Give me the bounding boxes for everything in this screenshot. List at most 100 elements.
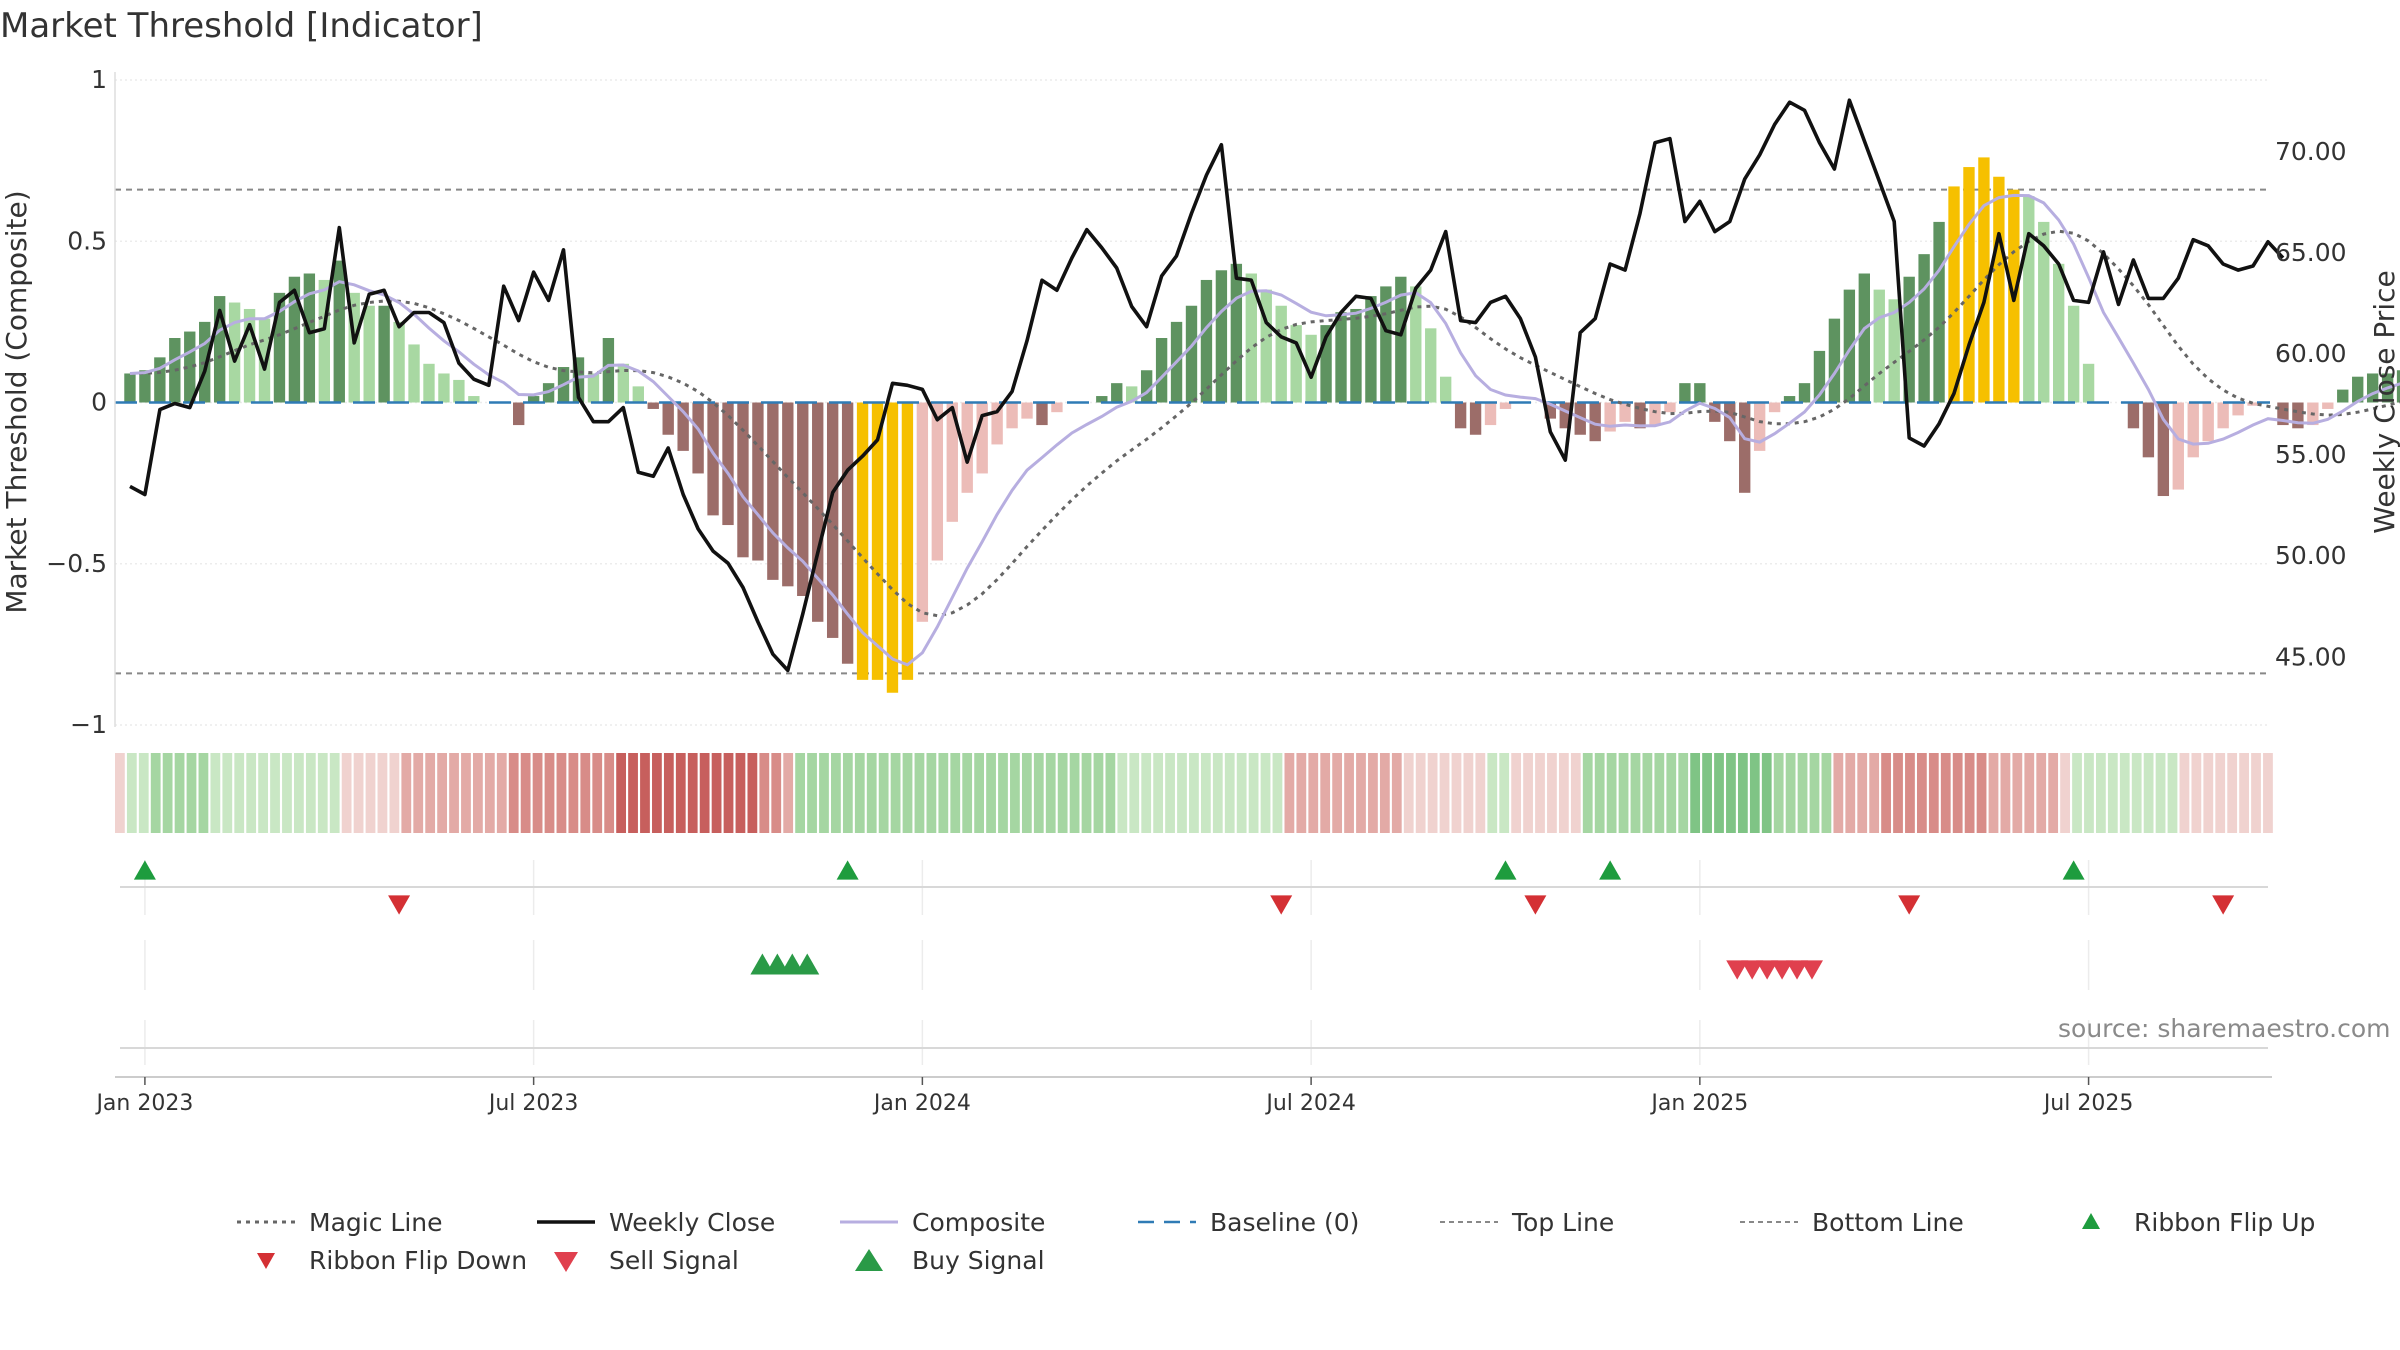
ribbon-cell (1535, 753, 1545, 833)
ribbon-flip-down-marker (1270, 895, 1293, 915)
composite-bar (2202, 402, 2214, 442)
legend-key-close (537, 1220, 595, 1224)
ribbon-cell (508, 753, 519, 833)
x-tick-label: Jan 2024 (872, 1091, 971, 1116)
legend-item-buy: Buy Signal (838, 1240, 1045, 1280)
ribbon-cell (2131, 753, 2142, 833)
composite-bar (2157, 402, 2170, 497)
composite-bar (1395, 276, 1407, 403)
ribbon-cell (1284, 753, 1295, 833)
composite-bar (1200, 279, 1213, 403)
legend-item-top: Top Line (1438, 1202, 1614, 1242)
composite-bar (527, 396, 540, 403)
composite-bar (1305, 334, 1317, 403)
ribbon-cell (735, 753, 746, 833)
composite-bar (1604, 402, 1616, 432)
composite-bar (737, 402, 749, 558)
composite-bar (2052, 263, 2065, 403)
ribbon-cell (1726, 753, 1736, 833)
composite-bar (871, 402, 884, 680)
ribbon-cell (282, 753, 292, 833)
y-right-tick-label: 55.00 (2275, 440, 2347, 469)
composite-bar (782, 402, 794, 587)
composite-bar (2247, 402, 2259, 406)
composite-bar (139, 370, 151, 403)
legend-key-composite (840, 1220, 898, 1224)
composite-bar (453, 379, 465, 403)
ribbon-cell (1881, 753, 1891, 833)
ribbon-cell (1594, 753, 1605, 833)
sell-signal-marker (1756, 960, 1779, 980)
ribbon-cell (1415, 753, 1426, 833)
ribbon-flip-up-marker (1494, 860, 1517, 880)
composite-bar (1215, 270, 1228, 403)
ribbon-cell (1427, 753, 1438, 833)
ribbon-cell (484, 753, 495, 833)
composite-bar (1484, 402, 1497, 426)
composite-bar (243, 308, 256, 403)
composite-bar (468, 396, 480, 403)
ribbon-cell (1606, 753, 1617, 833)
composite-bar (2352, 376, 2364, 403)
composite-bar (2277, 402, 2289, 426)
composite-bar (2142, 402, 2155, 458)
composite-bar (258, 318, 271, 403)
ribbon-cell (1809, 753, 1820, 833)
composite-bar (1469, 402, 1482, 435)
ribbon-cell (938, 753, 949, 833)
ribbon-cell (783, 753, 794, 833)
composite-bar (199, 321, 211, 403)
axes: 1 0.5 0 −0.5 −1 70.00 65.00 60.00 55.00 50.00 45.0… (0, 65, 2400, 1116)
signal-markers (133, 860, 2235, 980)
ribbon-cell (711, 753, 722, 833)
legend-label: Top Line (1512, 1207, 1615, 1237)
ribbon-cell (1940, 753, 1951, 833)
ribbon-cell (604, 753, 615, 833)
ribbon-cell (1570, 753, 1581, 833)
composite-bar (1768, 402, 1781, 413)
ribbon-cell (294, 753, 304, 833)
ribbon-cell (1057, 753, 1068, 833)
composite-bar (1230, 263, 1243, 403)
ribbon-cell (270, 753, 280, 833)
ribbon-cell (1737, 753, 1748, 833)
legend-key-bottom (1740, 1221, 1798, 1223)
composite-bar (318, 279, 331, 403)
ribbon-cell (1081, 753, 1092, 833)
sell-signal-marker (1741, 960, 1764, 980)
ribbon-cell (1797, 753, 1808, 833)
composite-bar (2337, 389, 2349, 403)
legend-item-flipup: Ribbon Flip Up (2060, 1202, 2315, 1242)
ribbon-cell (1033, 753, 1044, 833)
ribbon-cell (854, 753, 865, 833)
y-right-tick-label: 45.00 (2275, 642, 2347, 671)
legend-key-top (1440, 1221, 1498, 1223)
legend-key-buy (855, 1249, 883, 1271)
composite-bar (976, 402, 988, 474)
x-tick-label: Jul 2023 (487, 1091, 579, 1116)
y-axis-label: Market Threshold (Composite) (0, 190, 33, 613)
ribbon-flip-down-marker (388, 895, 411, 915)
sell-signal-marker (1726, 960, 1749, 980)
composite-bar (333, 260, 345, 403)
composite-bar (1634, 402, 1646, 429)
composite-bar (1185, 305, 1198, 403)
ribbon-cell (365, 753, 376, 833)
ribbon-cell (2012, 753, 2023, 833)
composite-bar (1649, 402, 1661, 426)
composite-bar (662, 402, 674, 435)
composite-bar (2322, 402, 2334, 409)
ribbon-cell (544, 753, 555, 833)
composite-bar (1888, 299, 1900, 403)
legend-label: Magic Line (309, 1207, 443, 1237)
ribbon-cell (2024, 753, 2035, 833)
composite-bar (1619, 402, 1631, 422)
composite-bar (722, 402, 734, 526)
ribbon-cell (902, 753, 913, 833)
composite-bar (1425, 328, 1437, 403)
legend-item-sell: Sell Signal (535, 1240, 739, 1280)
composite-bar (1559, 402, 1571, 429)
ribbon-cell (1200, 753, 1211, 833)
ribbon-cell (2215, 753, 2226, 833)
composite-bar (1454, 402, 1467, 429)
